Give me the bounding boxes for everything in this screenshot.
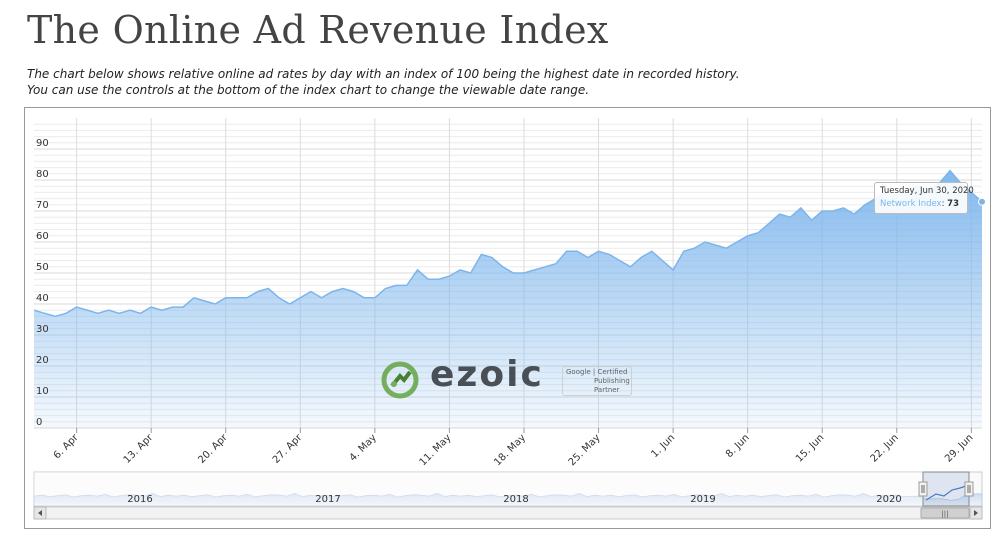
scrollbar-thumb[interactable]: [920, 507, 970, 519]
tooltip-date: Tuesday, Jun 30, 2020: [880, 186, 974, 196]
subtitle-line-2: You can use the controls at the bottom o…: [27, 83, 590, 97]
x-tick-label: 13. Apr: [122, 432, 156, 466]
ezoic-brand-text: ezoic: [430, 354, 544, 395]
x-axis: 6. Apr 13. Apr 20. Apr 27. Apr 4. May 11. May…: [52, 428, 975, 468]
google-certified-badge: Google | Certified Publishing Partner: [562, 366, 632, 396]
navigator-year-label: 2016: [127, 494, 152, 505]
tooltip-series-name: Network Index: [880, 199, 942, 209]
navigator-selection: [922, 471, 970, 507]
navigator: 2016 2017 2018 2019 2020 |||: [33, 471, 983, 520]
y-tick-label: 70: [36, 200, 49, 211]
tooltip-value: 73: [947, 199, 960, 209]
hover-marker: [978, 197, 986, 206]
navigator-year-label: 2020: [876, 494, 901, 505]
series-line: [33, 169, 983, 318]
navigator-year-label: 2018: [503, 494, 528, 505]
x-tick-label: 1. Jun: [649, 432, 677, 460]
x-tick-label: 22. Jun: [869, 432, 901, 464]
x-tick-label: 6. Apr: [52, 432, 82, 462]
navigator-mask: [34, 472, 924, 506]
subtitle-line-1: The chart below shows relative online ad…: [27, 67, 740, 81]
x-tick-label: 20. Apr: [196, 432, 230, 466]
badge-line-2: Publishing: [594, 377, 630, 385]
y-axis: 0 10 20 30 40 50 60 70 80 90: [36, 138, 49, 428]
y-tick-label: 10: [36, 386, 49, 397]
x-tick-label: 18. May: [492, 432, 528, 468]
x-tick-label: 25. May: [567, 432, 603, 468]
y-tick-label: 30: [36, 324, 49, 335]
x-tick-label: 27. Apr: [271, 432, 305, 466]
page-subtitle: The chart below shows relative online ad…: [27, 66, 740, 98]
x-tick-label: 4. May: [348, 432, 379, 463]
badge-line-3: Partner: [594, 386, 620, 394]
scrollbar-track: [33, 506, 983, 520]
navigator-selected-line: [925, 485, 967, 501]
tooltip-value-row: Network Index: 73: [880, 199, 960, 209]
y-tick-label: 20: [36, 355, 49, 366]
area-fill: [34, 170, 982, 428]
arrow-right-icon: [974, 510, 978, 516]
y-tick-label: 40: [36, 293, 49, 304]
chart-tooltip: Tuesday, Jun 30, 2020 Network Index: 73: [874, 182, 974, 214]
chart-area-series: [33, 169, 986, 428]
x-tick-label: 11. May: [418, 432, 454, 468]
y-tick-label: 90: [36, 138, 49, 149]
x-tick-label: 8. Jun: [724, 432, 752, 460]
page-title: The Online Ad Revenue Index: [27, 8, 609, 52]
ezoic-logo-icon: [381, 361, 419, 399]
navigator-handle[interactable]: [918, 481, 928, 497]
y-tick-label: 60: [36, 231, 49, 242]
x-tick-label: 29. Jun: [943, 432, 975, 464]
navigator-year-label: 2017: [315, 494, 340, 505]
navigator-year-label: 2019: [690, 494, 715, 505]
arrow-left-icon: [38, 510, 42, 516]
y-tick-label: 0: [36, 417, 42, 428]
navigator-series: [33, 492, 983, 507]
navigator-handle[interactable]: [964, 481, 974, 497]
y-tick-label: 80: [36, 169, 49, 180]
y-tick-label: 50: [36, 262, 49, 273]
scrollbar-grip: |||: [941, 510, 948, 518]
x-tick-label: 15. Jun: [794, 432, 826, 464]
ezoic-watermark: ezoic Google | Certified Publishing Part…: [380, 354, 640, 400]
badge-line-1: Google | Certified: [566, 368, 628, 376]
